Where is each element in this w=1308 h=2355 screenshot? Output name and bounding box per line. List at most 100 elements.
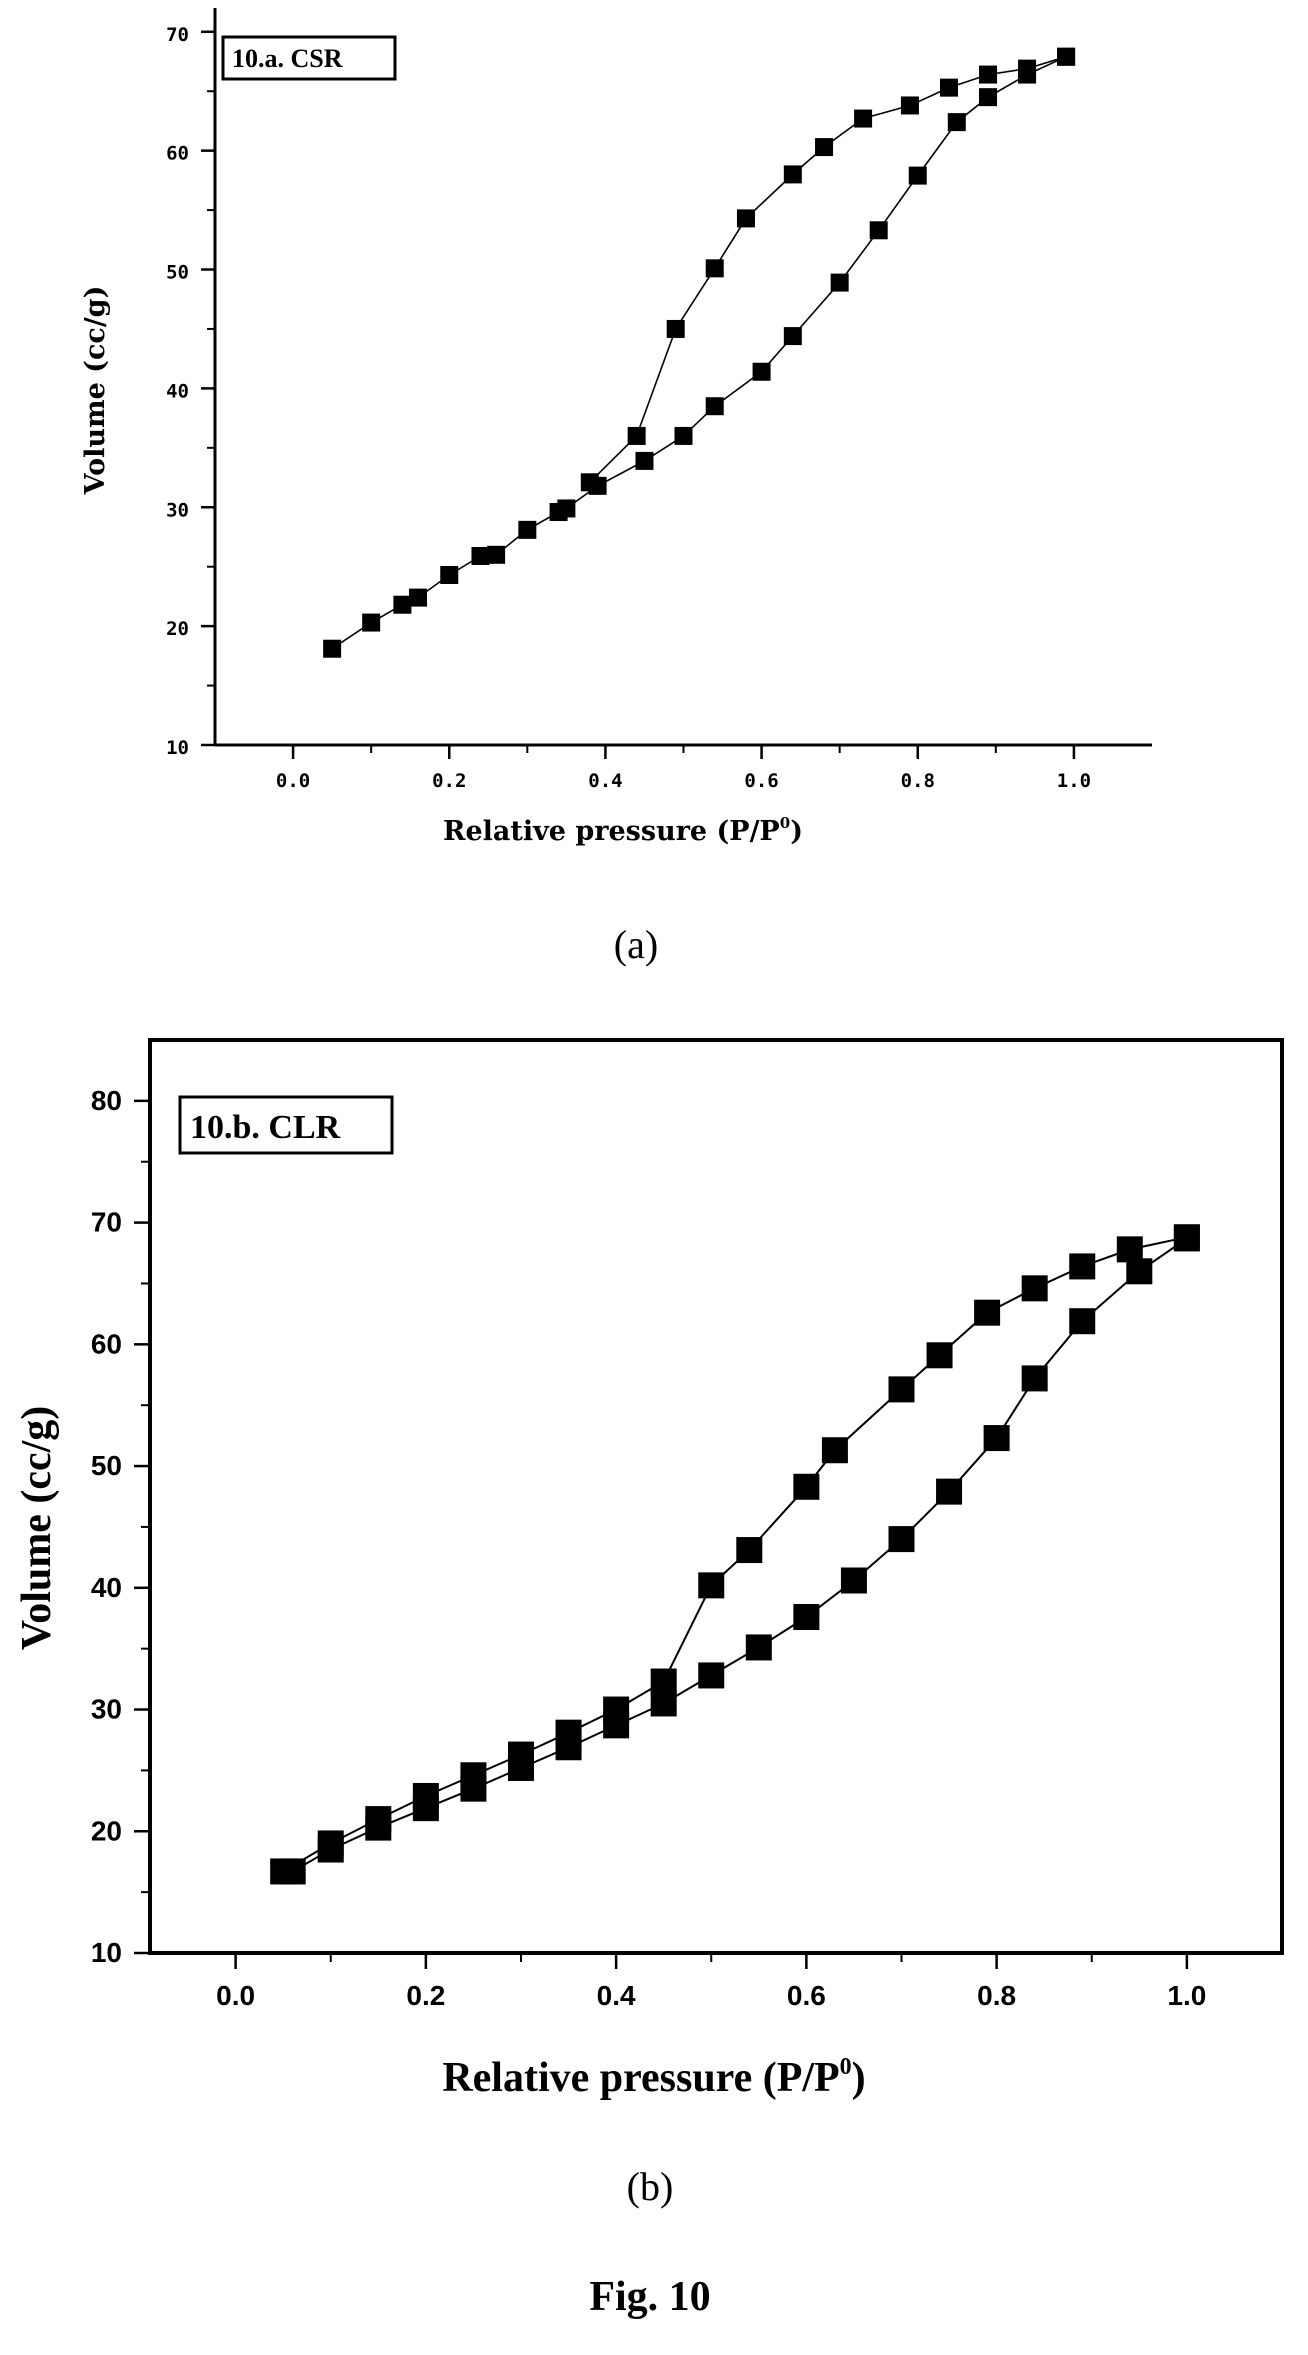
chart-a-series-1-point [783,327,802,346]
chart-b-series-2-point [926,1342,953,1369]
chart-a-series-1-point [674,426,693,445]
chart-b-y-tick-label: 20 [91,1815,122,1846]
chart-a-series-2-point [979,65,998,84]
chart-a-series-1-point [518,520,537,539]
chart-a-series-2-point [854,109,873,128]
chart-b-series-2-point [412,1782,439,1809]
chart-a-x-tick-label: 1.0 [1057,770,1091,792]
chart-a-y-tick-label: 40 [166,380,189,402]
chart-b-series-2-point [507,1741,534,1768]
chart-b-y-tick-label: 10 [91,1937,122,1968]
chart-a-series-1-point [869,221,888,240]
chart-a-series-1-point [752,362,771,381]
chart-b-series-1-point [1069,1308,1096,1335]
chart-b-series-1-point [840,1567,867,1594]
chart-a-y-axis-label: Volume (cc/g) [80,286,111,496]
chart-b-series-2-line [282,1236,1188,1873]
chart-b-y-tick-label: 80 [91,1085,122,1116]
chart-b-series-2-point [460,1762,487,1789]
chart-a-csr: 10 20 30 40 50 60 70 0.0 0.2 0.4 0.6 0.8 1.0 10.a. C… [80,8,1152,847]
chart-a-series-1-line [331,55,1067,650]
chart-b-series-1-point [1126,1258,1153,1285]
chart-a-series-1-point [705,397,724,416]
chart-b-series-1-point [650,1690,677,1717]
chart-a-x-axis-label-superscript: 0 [780,814,790,832]
chart-b-y-tick-label: 40 [91,1572,122,1603]
chart-b-x-tick-label: 0.0 [216,1980,255,2011]
chart-b-series-1-point [698,1662,725,1689]
figure-caption: Fig. 10 [589,2274,710,2320]
chart-b-x-axis-label-main: Relative pressure (P/P [442,2055,839,2101]
chart-a-series-1-point [947,113,966,132]
chart-b-series-2-point [1069,1253,1096,1280]
chart-a-series-2-point [1018,59,1037,78]
chart-b-series-1-point [1021,1365,1048,1392]
chart-b-series-1-point [793,1604,820,1631]
chart-b-x-tick-label: 0.2 [406,1980,445,2011]
chart-b-x-tick-label: 0.6 [787,1980,826,2011]
chart-a-series-2-point [627,426,646,445]
chart-b-x-tick-label: 0.4 [597,1980,636,2011]
chart-b-series-2-point [793,1473,820,1500]
chart-a-series-1-point [908,166,927,185]
chart-a-x-axis-label: Relative pressure (P/P0) [443,814,803,847]
chart-a-series-2-point [783,165,802,184]
chart-b-series-2-point [1173,1224,1200,1251]
chart-a-series-1-point [557,499,576,518]
chart-b-series-2-point [821,1437,848,1464]
chart-a-x-tick-label: 0.4 [588,770,622,792]
chart-a-x-tick-label: 0.6 [744,770,778,792]
chart-a-series-2-point [736,209,755,228]
chart-a-series-2-point [580,473,599,492]
chart-b-series-2-point [603,1696,630,1723]
chart-a-series-1-point [979,88,998,107]
chart-b-series-2-point [365,1806,392,1833]
chart-b-clr: 10 20 30 40 50 60 70 80 0.0 0.2 0.4 0.6 0.8 1.0 10.b.… [14,1038,1284,2101]
chart-b-series-2-point [698,1572,725,1599]
chart-a-y-tick-label: 50 [166,262,189,284]
chart-a-series-1-point [323,639,342,658]
chart-a-series-1-point [440,566,459,585]
chart-b-x-tick-label: 0.8 [977,1980,1016,2011]
chart-a-x-axis-label-close: ) [790,816,803,847]
chart-b-series-2-point [974,1299,1001,1326]
chart-b-title-box: 10.b. CLR [178,1095,394,1155]
chart-b-series-1-point [936,1478,963,1505]
chart-a-series-1-point [830,273,849,292]
chart-a-x-tick-label: 0.2 [432,770,466,792]
chart-a-series-1-point [471,546,490,565]
chart-a-title: 10.a. CSR [232,44,343,73]
chart-a-series-2-point [705,259,724,278]
chart-b-series-2-point [650,1668,677,1695]
chart-b-x-axis-label-superscript: 0 [840,2054,852,2080]
chart-a-series-2-point [900,96,919,115]
chart-a-y-tick-label: 10 [166,737,189,759]
panel-caption-b: (b) [627,2164,674,2209]
chart-b-y-tick-label: 70 [91,1207,122,1238]
chart-a-title-box: 10.a. CSR [221,35,397,81]
chart-b-y-axis-label: Volume (cc/g) [14,1406,60,1651]
chart-a-series-1-point [409,588,428,607]
chart-b-series-2-point [317,1830,344,1857]
chart-a-y-tick-label: 70 [166,24,189,46]
panel-caption-a: (a) [614,922,658,967]
chart-b-series-2-point [736,1537,763,1564]
chart-b-series-2-point [555,1719,582,1746]
chart-a-x-axis-label-main: Relative pressure (P/P [443,816,780,847]
chart-b-series-2-point [1021,1275,1048,1302]
chart-a-y-tick-label: 60 [166,143,189,165]
chart-a-series-2-point [1057,47,1076,66]
chart-b-y-tick-label: 60 [91,1328,122,1359]
chart-a-series-1-point [487,545,506,564]
chart-a-series-2-point [815,138,834,157]
chart-b-series-2-point [888,1376,915,1403]
chart-a-series-1-point [362,613,381,632]
chart-a-y-tick-label: 20 [166,618,189,640]
chart-a-series-2-line [589,55,1067,483]
chart-a-series-2-point [939,78,958,97]
chart-b-series-2-point [270,1858,297,1885]
chart-a-x-tick-label: 0.0 [276,770,310,792]
chart-a-x-tick-label: 0.8 [901,770,935,792]
chart-b-series-1-point [745,1634,772,1661]
